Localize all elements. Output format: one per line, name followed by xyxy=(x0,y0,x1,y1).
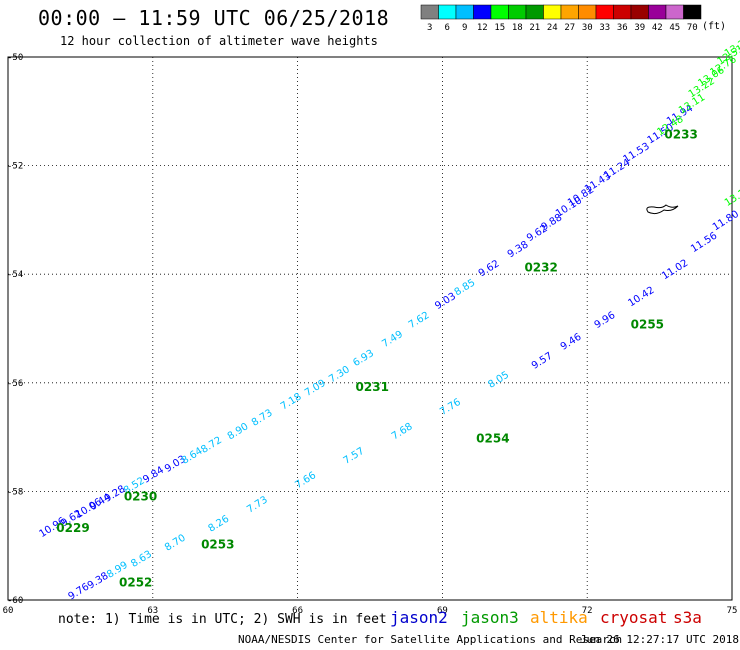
legend-color-swatch xyxy=(438,4,457,20)
track-time-label: 0252 xyxy=(119,575,152,589)
track-time-label: 0253 xyxy=(201,537,234,551)
wave-height-point: 9.62 xyxy=(477,258,502,279)
legend-color-label: 15 xyxy=(494,23,505,33)
legend-color-label: 33 xyxy=(599,23,610,33)
wave-height-point: 7.66 xyxy=(293,470,318,491)
legend-color-swatch xyxy=(613,4,632,20)
legend-color-swatch xyxy=(543,4,562,20)
wave-height-point: 8.70 xyxy=(163,533,188,554)
legend-color-swatch xyxy=(525,4,544,20)
legend-color-swatch xyxy=(578,4,597,20)
legend-color-label: 12 xyxy=(477,23,488,33)
legend-color-swatch xyxy=(560,4,579,20)
island-outline-icon xyxy=(646,204,679,215)
legend-color-label: 39 xyxy=(634,23,645,33)
track-time-label: 0254 xyxy=(476,432,509,446)
wave-height-point: 8.90 xyxy=(226,421,251,442)
chart-subtitle: 12 hour collection of altimeter wave hei… xyxy=(60,34,378,48)
track-time-label: 0232 xyxy=(524,260,557,274)
y-tick-label: -50 xyxy=(7,53,23,63)
wave-height-point: 11.56 xyxy=(689,231,719,256)
generated-timestamp: Jun 26 12:27:17 UTC 2018 xyxy=(580,633,739,646)
x-tick-label: 72 xyxy=(582,606,593,616)
legend-s3a: s3a xyxy=(673,608,702,627)
wave-height-point: 11.53 xyxy=(622,141,652,166)
legend-color-label: 70 xyxy=(687,23,698,33)
wave-height-point: 7.62 xyxy=(407,310,432,331)
wave-height-point: 8.63 xyxy=(129,549,154,570)
legend-color-label: 24 xyxy=(547,23,558,33)
legend-color-swatch xyxy=(473,4,492,20)
legend-jason2: jason2 xyxy=(390,608,448,627)
legend-cryosat: cryosat xyxy=(600,608,668,627)
wave-height-point: 7.57 xyxy=(342,446,367,467)
x-tick-label: 66 xyxy=(292,606,303,616)
legend-color-label: 45 xyxy=(669,23,680,33)
wave-height-point: 11.02 xyxy=(660,258,690,283)
legend-color-swatch xyxy=(648,4,667,20)
legend-color-swatch xyxy=(508,4,527,20)
legend-color-label: 6 xyxy=(445,23,450,33)
wave-height-point: 9.38 xyxy=(506,239,531,260)
wave-height-point: 7.18 xyxy=(279,391,304,412)
wave-height-point: 7.68 xyxy=(390,421,415,442)
y-tick-label: -54 xyxy=(7,270,23,280)
plot-frame xyxy=(7,56,733,601)
legend-color-label: 36 xyxy=(617,23,628,33)
wave-height-point: 8.05 xyxy=(486,370,511,391)
wave-height-point: 8.72 xyxy=(199,435,224,456)
legend-color-swatch xyxy=(490,4,509,20)
track-time-label: 0230 xyxy=(124,490,157,504)
legend-units: (ft) xyxy=(702,21,727,32)
legend-color-label: 18 xyxy=(512,23,523,33)
legend-color-swatch xyxy=(665,4,684,20)
x-tick-label: 60 xyxy=(3,606,14,616)
x-tick-label: 75 xyxy=(727,606,738,616)
track-time-label: 0255 xyxy=(631,318,664,332)
wave-height-point: 7.09 xyxy=(303,378,328,399)
track-time-label: 0229 xyxy=(56,521,89,535)
wave-height-point: 10.42 xyxy=(626,285,656,310)
legend-color-label: 21 xyxy=(529,23,540,33)
track-time-label: 0233 xyxy=(664,127,697,141)
y-tick-label: -52 xyxy=(7,162,23,172)
wave-height-point: 7.73 xyxy=(245,495,270,516)
legend-color-label: 42 xyxy=(652,23,663,33)
legend-color-swatch xyxy=(420,4,439,20)
footnote: note: 1) Time is in UTC; 2) SWH is in fe… xyxy=(58,612,387,627)
legend-jason3: jason3 xyxy=(461,608,519,627)
legend-color-label: 30 xyxy=(582,23,593,33)
legend-color-swatch xyxy=(630,4,649,20)
y-tick-label: -58 xyxy=(7,487,23,497)
legend-color-label: 3 xyxy=(427,23,432,33)
y-tick-label: -60 xyxy=(7,596,23,606)
legend-color-label: 9 xyxy=(462,23,467,33)
wave-height-point: 9.46 xyxy=(559,332,584,353)
wave-height-point: 7.49 xyxy=(380,329,405,350)
x-tick-label: 69 xyxy=(437,606,448,616)
legend-color-swatch xyxy=(455,4,474,20)
wave-height-point: 9.84 xyxy=(141,465,166,486)
wave-height-point: 9.96 xyxy=(593,310,618,331)
wave-height-point: 13.10 xyxy=(723,184,740,209)
legend-color-swatch xyxy=(683,4,702,20)
chart-title: 00:00 – 11:59 UTC 06/25/2018 xyxy=(38,6,390,30)
wave-height-point: 8.73 xyxy=(250,408,275,429)
credit-line: NOAA/NESDIS Center for Satellite Applica… xyxy=(238,633,623,646)
wave-height-point: 8.85 xyxy=(453,277,478,298)
legend-altika: altika xyxy=(530,608,588,627)
legend-color-swatch xyxy=(595,4,614,20)
wave-height-point: 6.93 xyxy=(351,348,376,369)
x-tick-label: 63 xyxy=(147,606,158,616)
wave-height-point: 9.57 xyxy=(530,351,555,372)
y-tick-label: -56 xyxy=(7,379,23,389)
wave-height-point: 9.03 xyxy=(433,291,458,312)
wave-height-point: 7.76 xyxy=(438,397,463,418)
legend-color-label: 27 xyxy=(564,23,575,33)
wave-height-point: 11.80 xyxy=(711,209,740,234)
track-time-label: 0231 xyxy=(356,380,389,394)
wave-height-point: 8.26 xyxy=(206,514,231,535)
wave-height-point: 7.30 xyxy=(327,364,352,385)
